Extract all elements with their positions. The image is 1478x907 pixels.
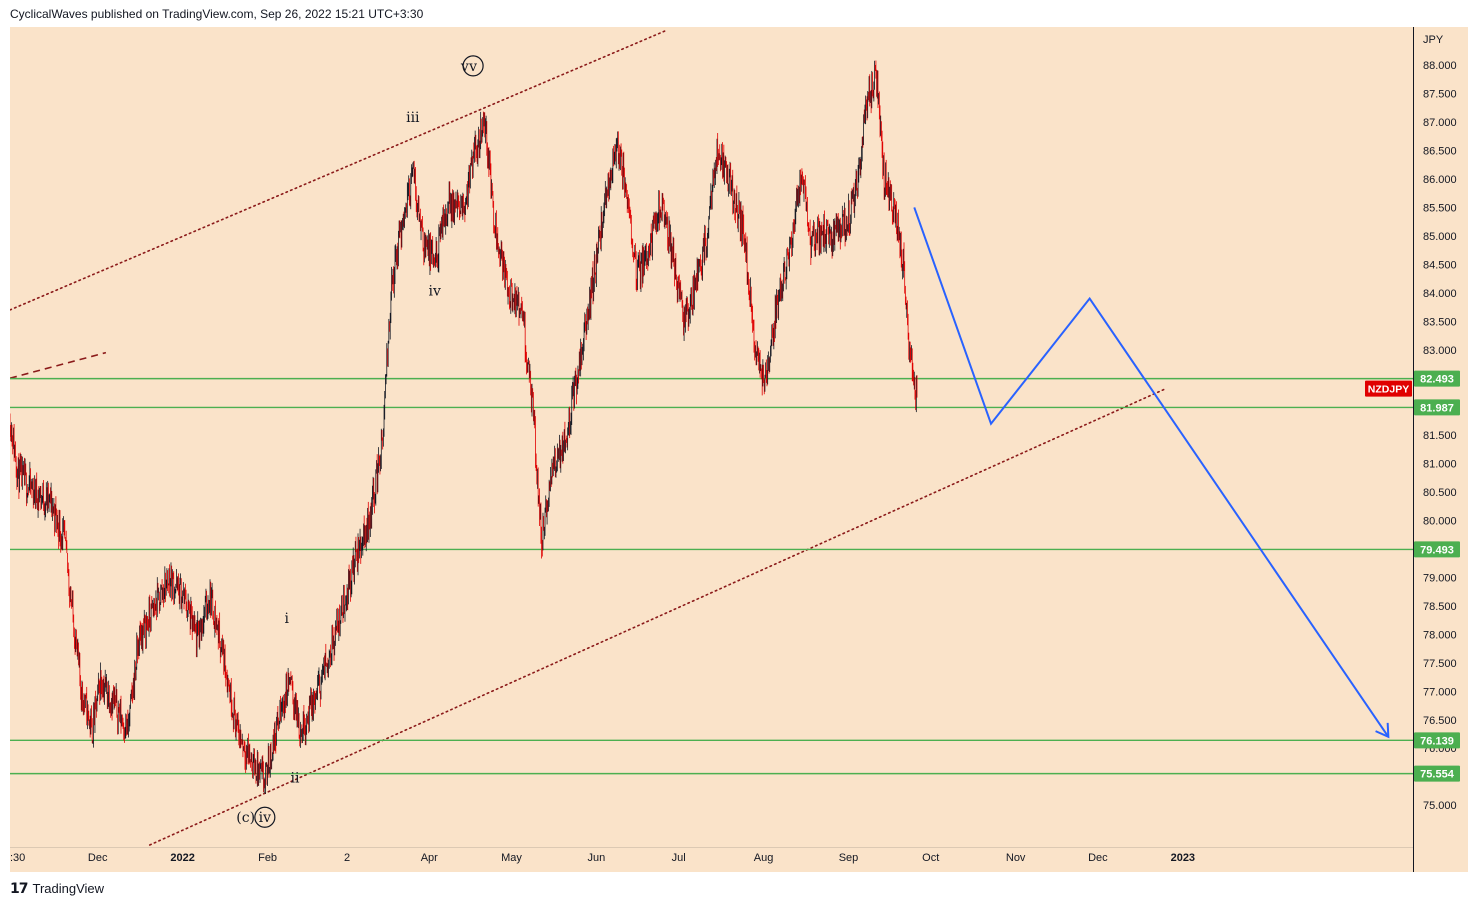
candles xyxy=(10,60,918,795)
price-tick-label: 86.000 xyxy=(1423,174,1457,186)
channel-upper-line xyxy=(10,30,666,311)
footer: 𝟭𝟳 TradingView xyxy=(10,880,104,897)
footer-brand[interactable]: TradingView xyxy=(32,881,105,896)
price-tick-label: 77.000 xyxy=(1423,686,1457,698)
projection-path xyxy=(913,207,1390,739)
horizontal-levels xyxy=(10,377,1413,775)
level-price-badge xyxy=(1414,399,1460,416)
wave-label: iv xyxy=(429,284,441,300)
price-tick-label: 85.000 xyxy=(1423,231,1457,243)
price-tick-label: 78.500 xyxy=(1423,601,1457,613)
price-tick-label: 88.000 xyxy=(1423,60,1457,72)
time-tick-label: Apr xyxy=(421,852,438,864)
wave-label: iii xyxy=(406,110,420,126)
price-tick-label: 76.500 xyxy=(1423,715,1457,727)
wave-label: v xyxy=(468,59,477,75)
price-tick-label: 83.000 xyxy=(1423,345,1457,357)
symbol-badge xyxy=(1365,380,1412,397)
level-price-badge xyxy=(1414,765,1460,782)
wave-label-circle xyxy=(462,55,484,77)
wave-label: v xyxy=(460,59,469,75)
price-tick-label: 78.000 xyxy=(1423,629,1457,641)
price-tick-label: 86.500 xyxy=(1423,146,1457,158)
time-tick-label: Dec xyxy=(1088,852,1108,864)
dashed-trend-segment xyxy=(10,351,107,380)
level-price-text: 79.493 xyxy=(1420,544,1454,556)
projection-line[interactable] xyxy=(913,207,1390,738)
time-tick-label: May xyxy=(501,852,522,864)
time-tick-label: Feb xyxy=(258,852,277,864)
time-tick-label: Aug xyxy=(754,852,774,864)
wave-label: (c) xyxy=(236,810,255,826)
time-tick-label: 2023 xyxy=(1171,852,1195,864)
channel-lower-line xyxy=(148,388,1165,846)
price-tick-label: 81.000 xyxy=(1423,459,1457,471)
time-tick-label: Nov xyxy=(1006,852,1026,864)
level-price-text: 81.987 xyxy=(1420,402,1454,414)
time-tick-label: :30 xyxy=(10,852,25,864)
time-tick-label: 2022 xyxy=(170,852,194,864)
price-tick-label: 84.000 xyxy=(1423,288,1457,300)
time-tick-label: Jun xyxy=(588,852,606,864)
currency-label: JPY xyxy=(1423,34,1444,46)
level-price-badge xyxy=(1414,732,1460,749)
tradingview-logo-icon[interactable]: 𝟭𝟳 xyxy=(10,880,29,896)
price-tick-label: 81.500 xyxy=(1423,430,1457,442)
wave-label: iv xyxy=(259,810,271,826)
price-tick-label: 87.500 xyxy=(1423,89,1457,101)
time-tick-label: 2 xyxy=(344,852,350,864)
time-tick-label: Dec xyxy=(88,852,108,864)
projection-arrowhead xyxy=(1375,722,1390,739)
channel-lines xyxy=(10,30,1165,846)
publisher-caption: CyclicalWaves published on TradingView.c… xyxy=(10,7,424,21)
level-price-badge xyxy=(1414,370,1460,387)
price-badges: 82.493 81.987 79.493 76.139 75.554 NZDJPY xyxy=(1365,370,1460,782)
wave-label: ii xyxy=(291,770,300,786)
price-tick-label: 80.000 xyxy=(1423,516,1457,528)
level-price-text: 76.139 xyxy=(1420,735,1454,747)
price-tick-label: 84.500 xyxy=(1423,259,1457,271)
level-price-badge xyxy=(1414,541,1460,558)
price-tick-label: 85.500 xyxy=(1423,202,1457,214)
level-price-text: 82.493 xyxy=(1420,374,1454,386)
chart-background xyxy=(10,27,1468,872)
time-tick-label: Oct xyxy=(922,852,939,864)
symbol-badge-text: NZDJPY xyxy=(1368,384,1409,396)
price-tick-label: 80.500 xyxy=(1423,487,1457,499)
level-price-text: 75.554 xyxy=(1420,769,1455,781)
price-tick-label: 83.500 xyxy=(1423,316,1457,328)
price-tick-label: 79.000 xyxy=(1423,572,1457,584)
price-tick-label: 87.000 xyxy=(1423,117,1457,129)
wave-label: i xyxy=(285,611,290,627)
time-tick-label: Sep xyxy=(839,852,859,864)
price-tick-label: 77.500 xyxy=(1423,658,1457,670)
wave-label-circle xyxy=(254,806,276,828)
time-axis[interactable]: :30 Dec 2022 Feb 2 Apr May Jun Jul Aug Sep Oct Nov De… xyxy=(10,852,1195,864)
time-tick-label: Jul xyxy=(672,852,686,864)
price-tick-label: 75.000 xyxy=(1423,800,1457,812)
